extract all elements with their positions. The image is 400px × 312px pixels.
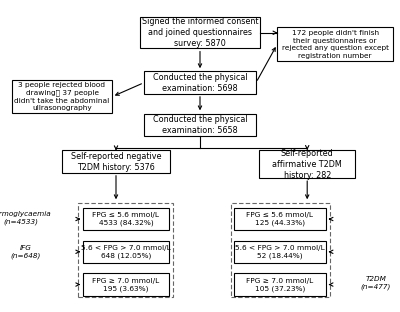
FancyBboxPatch shape xyxy=(234,241,326,263)
Text: FPG ≤ 5.6 mmol/L
4533 (84.32%): FPG ≤ 5.6 mmol/L 4533 (84.32%) xyxy=(92,212,160,226)
Text: IFG
(n=648): IFG (n=648) xyxy=(11,245,41,259)
FancyBboxPatch shape xyxy=(83,208,169,230)
Text: Normoglycaemia
(n=4533): Normoglycaemia (n=4533) xyxy=(0,211,52,225)
FancyBboxPatch shape xyxy=(234,273,326,296)
FancyBboxPatch shape xyxy=(12,80,112,113)
Text: T2DM
(n=477): T2DM (n=477) xyxy=(361,276,391,290)
Text: FPG ≤ 5.6 mmol/L
125 (44.33%): FPG ≤ 5.6 mmol/L 125 (44.33%) xyxy=(246,212,314,226)
FancyBboxPatch shape xyxy=(144,71,256,94)
FancyBboxPatch shape xyxy=(140,17,260,48)
Text: Signed the informed consent
and joined questionnaires
survey: 5870: Signed the informed consent and joined q… xyxy=(142,17,258,48)
FancyBboxPatch shape xyxy=(144,114,256,136)
Text: FPG ≥ 7.0 mmol/L
105 (37.23%): FPG ≥ 7.0 mmol/L 105 (37.23%) xyxy=(246,278,314,291)
Text: Self-reported negative
T2DM history: 5376: Self-reported negative T2DM history: 537… xyxy=(71,152,161,172)
FancyBboxPatch shape xyxy=(234,208,326,230)
Text: 5.6 < FPG > 7.0 mmol/L
52 (18.44%): 5.6 < FPG > 7.0 mmol/L 52 (18.44%) xyxy=(235,245,325,259)
FancyBboxPatch shape xyxy=(259,150,355,178)
FancyBboxPatch shape xyxy=(277,27,393,61)
Text: Conducted the physical
examination: 5658: Conducted the physical examination: 5658 xyxy=(153,115,247,135)
FancyBboxPatch shape xyxy=(62,150,170,173)
Text: 3 people rejected blood
drawing； 37 people
didn't take the abdominal
ullrasonogr: 3 people rejected blood drawing； 37 peop… xyxy=(14,82,110,111)
FancyBboxPatch shape xyxy=(83,241,169,263)
Text: 5.6 < FPG > 7.0 mmol/L
648 (12.05%): 5.6 < FPG > 7.0 mmol/L 648 (12.05%) xyxy=(81,245,171,259)
Text: Conducted the physical
examination: 5698: Conducted the physical examination: 5698 xyxy=(153,73,247,93)
Text: Self-reported
affirmative T2DM
history: 282: Self-reported affirmative T2DM history: … xyxy=(272,149,342,180)
FancyBboxPatch shape xyxy=(83,273,169,296)
Text: 172 people didn't finish
their questionnaires or
rejected any question except
re: 172 people didn't finish their questionn… xyxy=(282,30,389,59)
Text: FPG ≥ 7.0 mmol/L
195 (3.63%): FPG ≥ 7.0 mmol/L 195 (3.63%) xyxy=(92,278,160,291)
